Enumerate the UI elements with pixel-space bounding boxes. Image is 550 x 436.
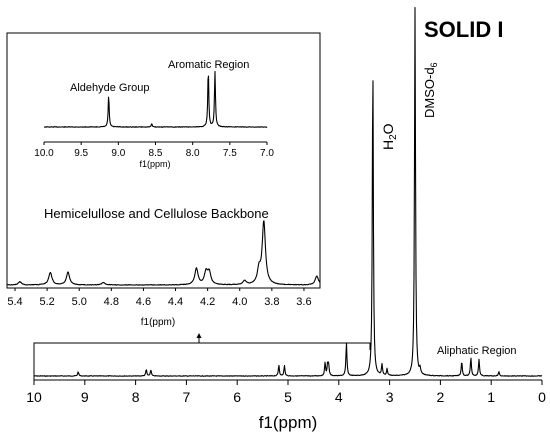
backbone-x-tick-label: 4.8	[104, 296, 119, 308]
backbone-x-ticks: 5.4 5.2 5.0 4.8 4.6 4.4 4.2 4.0 3.8 3.6	[7, 288, 312, 308]
aromatic-x-tick-label: 8.0	[186, 148, 200, 159]
aromatic-x-tick-label: 7.0	[260, 148, 274, 159]
aromatic-x-axis-label: f1(ppm)	[139, 159, 170, 169]
aliphatic-region-label: Aliphatic Region	[437, 345, 517, 357]
main-x-tick-label: 0	[538, 389, 546, 405]
aromatic-x-tick-label: 9.5	[74, 148, 88, 159]
backbone-x-tick-label: 5.2	[39, 296, 54, 308]
main-x-ticks: 10 9 8 7 6 5 4 3 2 1 0	[26, 380, 546, 405]
backbone-x-tick-label: 4.6	[136, 296, 151, 308]
aromatic-x-ticks: 10.0 9.5 9.0 8.5 8.0 7.5 7.0	[34, 142, 274, 159]
aldehyde-group-label: Aldehyde Group	[70, 82, 150, 94]
main-x-tick-label: 7	[183, 389, 191, 405]
aromatic-x-tick-label: 8.5	[149, 148, 163, 159]
backbone-x-tick-label: 3.8	[264, 296, 279, 308]
main-spectrum-plot: 10 9 8 7 6 5 4 3 2 1 0 f1(ppm) SOLID I H2O DMSO-d6…	[26, 7, 546, 432]
backbone-inset-plot: 5.4 5.2 5.0 4.8 4.6 4.4 4.2 4.0 3.8 3.6 f1(ppm) H…	[6, 206, 321, 328]
aromatic-inset-plot: 10.0 9.5 9.0 8.5 8.0 7.5 7.0 f1(ppm) Aldehyde …	[34, 59, 274, 169]
main-x-tick-label: 4	[335, 389, 343, 405]
main-x-tick-label: 6	[233, 389, 241, 405]
aromatic-x-tick-label: 9.0	[111, 148, 125, 159]
main-x-tick-label: 9	[81, 389, 89, 405]
aromatic-spectrum-trace	[43, 70, 268, 128]
backbone-x-tick-label: 5.4	[7, 296, 22, 308]
aromatic-x-tick-label: 7.5	[223, 148, 237, 159]
main-x-tick-label: 1	[487, 389, 495, 405]
main-x-axis-label: f1(ppm)	[259, 413, 318, 432]
backbone-x-tick-label: 5.0	[72, 296, 87, 308]
backbone-spectrum-trace	[6, 220, 321, 286]
zoom-region-arrow-head	[196, 333, 202, 338]
aromatic-x-tick-label: 10.0	[34, 148, 54, 159]
backbone-x-tick-label: 4.0	[232, 296, 247, 308]
aromatic-region-label: Aromatic Region	[168, 59, 249, 71]
main-spectrum-trace	[33, 7, 543, 377]
backbone-x-tick-label: 4.4	[168, 296, 183, 308]
main-x-tick-label: 10	[26, 389, 42, 405]
backbone-x-tick-label: 4.2	[200, 296, 215, 308]
backbone-region-label: Hemicelullose and Cellulose Backbone	[44, 206, 269, 221]
h2o-peak-label: H2O	[380, 123, 399, 150]
main-x-tick-label: 5	[284, 389, 292, 405]
backbone-x-tick-label: 3.6	[296, 296, 311, 308]
zoom-region-bracket	[33, 342, 371, 380]
main-x-tick-label: 2	[437, 389, 445, 405]
inset-frame	[6, 32, 321, 289]
dmso-peak-label: DMSO-d6	[422, 62, 439, 118]
chart-title: SOLID I	[424, 17, 503, 42]
backbone-x-axis-label: f1(ppm)	[141, 317, 175, 328]
main-x-tick-label: 3	[386, 389, 394, 405]
main-x-tick-label: 8	[132, 389, 140, 405]
